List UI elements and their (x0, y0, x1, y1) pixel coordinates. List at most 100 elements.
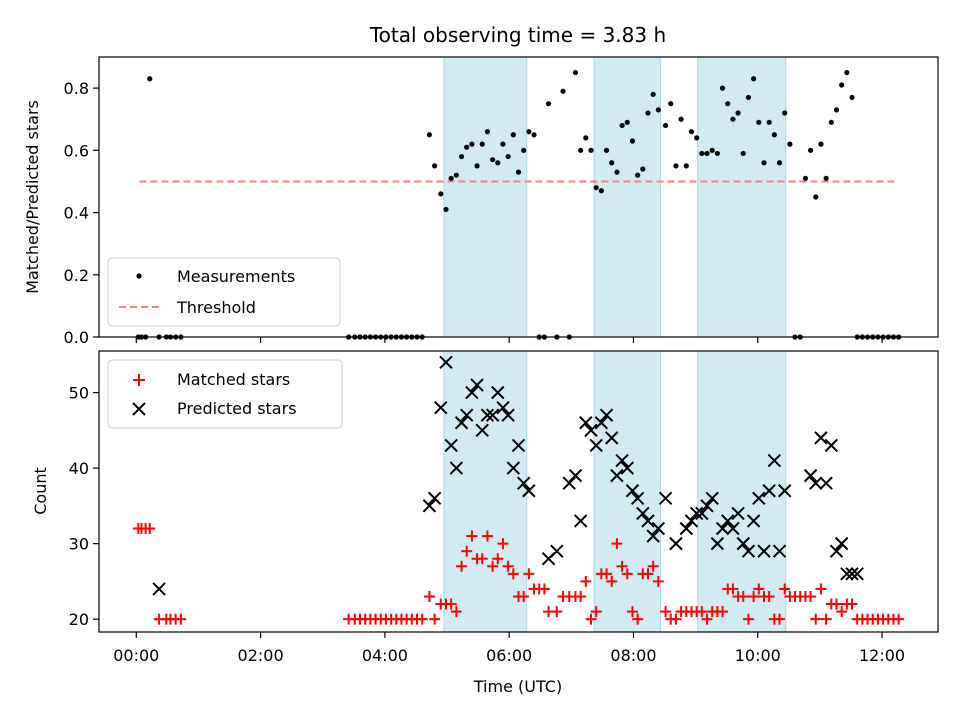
measurement-point (699, 150, 705, 157)
observing-window-2 (593, 56, 661, 338)
top-y-tick-label: 0.0 (64, 328, 89, 347)
measurement-point (756, 119, 762, 125)
predicted-star-marker (439, 355, 453, 370)
matched-star-marker (660, 606, 672, 618)
top-x-ticks (135, 337, 883, 343)
matched-star-marker (810, 613, 822, 625)
measurement-point (583, 135, 589, 141)
measurement-point (735, 110, 741, 116)
top-legend-box (107, 257, 341, 327)
matched-star-marker (518, 590, 530, 602)
matched-star-marker (523, 568, 535, 580)
predicted-star-marker (814, 431, 828, 445)
predicted-star-marker (584, 423, 598, 438)
predicted-star-marker (506, 461, 521, 475)
predicted-star-marker (710, 536, 725, 551)
bottom-legend-box (107, 359, 343, 429)
bottom-observing-windows (443, 350, 787, 633)
predicted-star-marker (726, 521, 740, 536)
measurement-point (484, 129, 491, 135)
observing-window-3 (697, 56, 787, 338)
matched-star-marker (585, 613, 597, 625)
measurement-point (766, 119, 772, 125)
predicted-star-marker (605, 431, 619, 445)
matched-star-marker (487, 560, 499, 572)
measurement-point (432, 163, 438, 169)
predicted-star-marker (850, 567, 864, 581)
measurement-point (818, 141, 824, 147)
observing-window-3 (697, 350, 787, 633)
x-tick-label: 00:00 (113, 646, 159, 665)
measurement-point (719, 85, 726, 91)
predicted-star-marker (152, 582, 166, 596)
predicted-star-marker (721, 514, 735, 528)
matched-star-marker (606, 575, 618, 587)
matched-star-marker (601, 568, 613, 580)
measurement-point (495, 160, 501, 166)
x-tick-label: 04:00 (362, 646, 408, 665)
bottom-x-ticks: 00:00 02:00 04:00 06:00 08:00 10:00 12:00 (113, 632, 905, 665)
top-observing-windows (443, 56, 787, 338)
matched-star-marker (450, 606, 462, 618)
matched-star-marker (632, 613, 644, 625)
measurement-point (603, 147, 610, 153)
matched-star-marker (590, 606, 602, 618)
top-axes-frame (98, 56, 939, 338)
matched-star-marker (696, 606, 708, 618)
measurement-point (469, 141, 475, 147)
matched-star-marker (611, 538, 623, 550)
predicted-star-marker (651, 521, 666, 536)
predicted-star-marker (636, 506, 650, 521)
top-panel: 0.00.20.40.60.8 Matched/Predicted stars … (23, 56, 939, 347)
predicted-star-marker (689, 506, 704, 521)
predicted-star-marker (496, 400, 510, 415)
measurement-point (645, 110, 651, 116)
matched-star-marker (805, 590, 817, 602)
measurement-point (802, 175, 809, 181)
x-tick-label: 12:00 (859, 646, 905, 665)
measurement-point (725, 101, 731, 107)
top-y-tick-label: 0.4 (64, 204, 89, 223)
matched-star-marker (836, 606, 848, 618)
matched-star-marker (481, 530, 493, 542)
matched-star-marker (701, 613, 713, 625)
predicted-star-marker (465, 385, 479, 400)
predicted-star-marker (516, 476, 531, 490)
top-legend: Measurements Threshold (107, 257, 341, 327)
matched-star-marker (830, 598, 842, 610)
measurement-point (673, 163, 679, 169)
predicted-star-marker (824, 438, 839, 453)
matched-star-marker (737, 590, 749, 602)
x-tick-label: 06:00 (486, 646, 532, 665)
predicted-star-marker (480, 408, 495, 422)
measurement-point (683, 163, 689, 169)
measurement-point (572, 69, 579, 76)
measurement-point (635, 172, 641, 178)
matched-star-marker (717, 606, 729, 618)
bottom-y-tick-label: 30 (69, 535, 89, 554)
matched-star-marker (748, 590, 760, 602)
x-tick-label: 10:00 (735, 646, 781, 665)
predicted-star-marker (460, 408, 474, 422)
measurement-point (694, 135, 700, 141)
predicted-star-marker (705, 491, 719, 506)
top-y-ticks: 0.0 0.2 0.4 0.6 0.8 (64, 79, 99, 347)
matched-star-marker (616, 560, 628, 572)
predicted-star-marker (762, 484, 776, 498)
measurement-point (588, 147, 594, 153)
predicted-star-marker (550, 544, 564, 558)
predicted-star-marker (819, 476, 833, 490)
top-y-tick-label: 0.2 (64, 266, 89, 285)
legend-matched-label: Matched stars (177, 370, 290, 389)
predicted-star-marker (641, 514, 655, 528)
predicted-star-marker (630, 491, 645, 506)
matched-star-marker (763, 590, 775, 602)
predicted-star-marker (757, 544, 771, 558)
measurement-point (526, 129, 532, 135)
measurement-point (426, 132, 433, 138)
matched-stars-markers (132, 523, 905, 625)
measurement-point (560, 88, 566, 94)
measurement-point (598, 188, 604, 194)
matched-star-marker (670, 613, 682, 625)
predicted-star-marker (684, 514, 699, 528)
